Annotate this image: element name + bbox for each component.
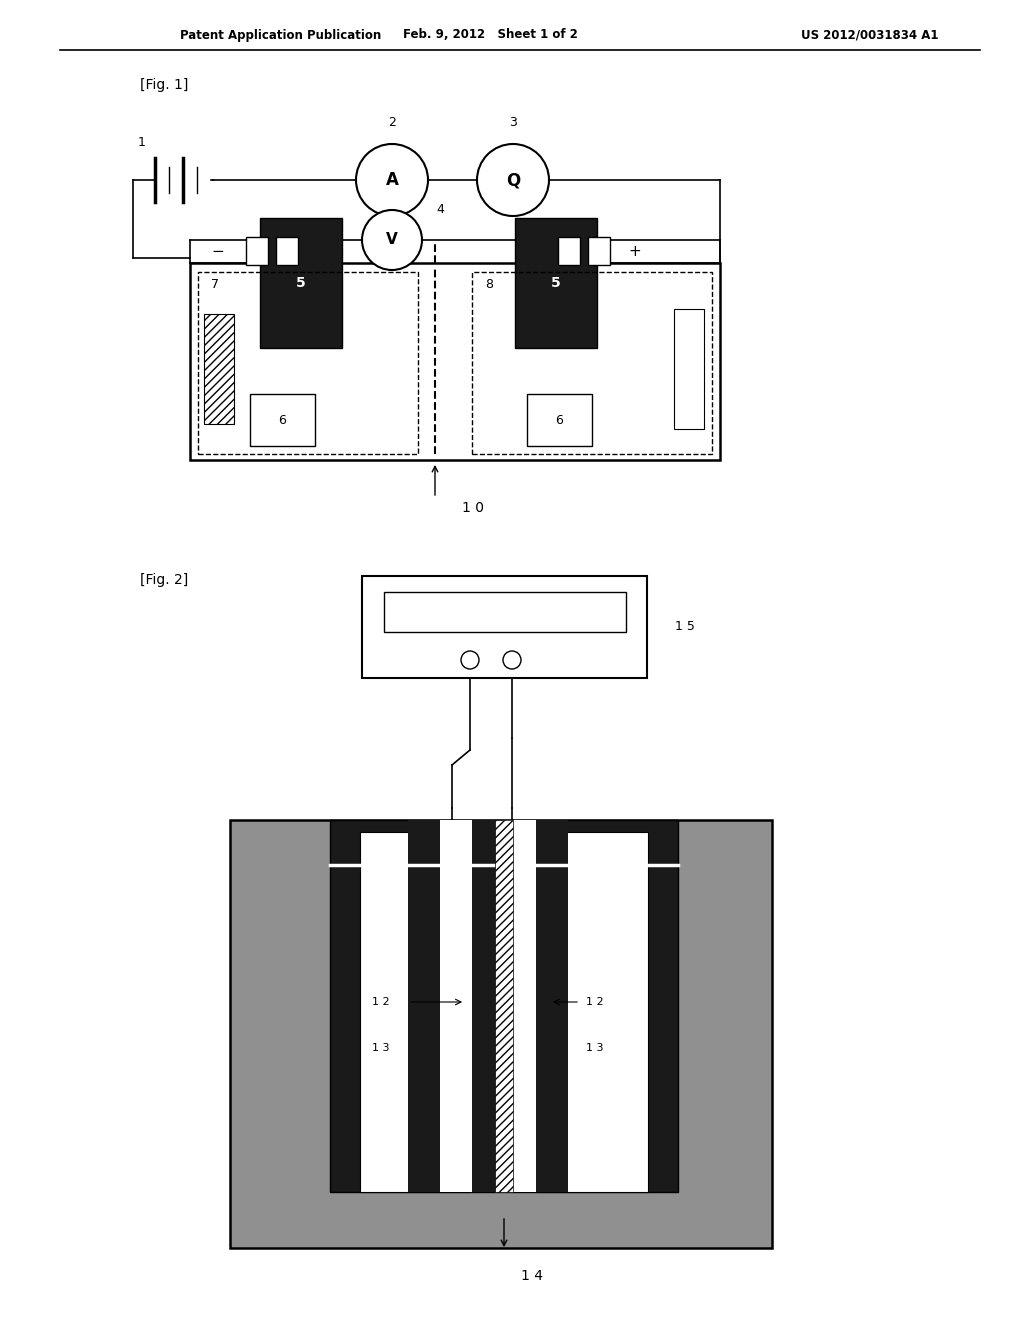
Bar (408, 820, 440, 1192)
Bar (190, 263, 720, 459)
Circle shape (477, 144, 549, 216)
Text: A: A (386, 172, 398, 189)
Bar (260, 218, 342, 348)
Text: Q: Q (506, 172, 520, 189)
Text: US 2012/0031834 A1: US 2012/0031834 A1 (801, 29, 939, 41)
Bar (538, 832, 648, 1192)
Circle shape (356, 144, 428, 216)
Text: 4: 4 (436, 203, 444, 216)
Bar (536, 820, 568, 1192)
Text: 6: 6 (556, 413, 563, 426)
Text: [Fig. 2]: [Fig. 2] (140, 573, 188, 587)
Text: 1 3: 1 3 (372, 1043, 389, 1053)
Text: 1 2: 1 2 (372, 997, 389, 1007)
Text: −: − (212, 243, 224, 259)
Text: Patent Application Publication: Patent Application Publication (180, 29, 381, 41)
Bar (515, 218, 597, 348)
Bar (527, 393, 592, 446)
Text: +: + (629, 243, 641, 259)
Bar (558, 238, 580, 265)
Text: 1: 1 (138, 136, 146, 149)
Circle shape (461, 651, 479, 669)
Bar (504, 820, 536, 1192)
Bar (204, 314, 234, 424)
Bar (200, 275, 416, 451)
Bar (588, 238, 610, 265)
Text: Feb. 9, 2012   Sheet 1 of 2: Feb. 9, 2012 Sheet 1 of 2 (402, 29, 578, 41)
Text: 5: 5 (551, 276, 561, 290)
Bar (360, 832, 470, 1192)
Bar (474, 275, 710, 451)
Bar (230, 820, 772, 1247)
Bar (472, 820, 504, 1192)
Text: 2: 2 (388, 116, 396, 128)
Text: V: V (386, 232, 398, 248)
Circle shape (503, 651, 521, 669)
Text: 6: 6 (279, 413, 287, 426)
Text: 1 4: 1 4 (521, 1269, 543, 1283)
Bar (330, 820, 678, 1192)
Bar (440, 820, 472, 1192)
Text: 7: 7 (211, 279, 219, 292)
Text: 1 2: 1 2 (586, 997, 603, 1007)
Bar (384, 591, 626, 632)
Text: 5: 5 (296, 276, 306, 290)
Bar (495, 820, 513, 1192)
Text: [Fig. 1]: [Fig. 1] (140, 78, 188, 92)
Bar (246, 238, 268, 265)
Text: 1 0: 1 0 (462, 502, 484, 515)
Circle shape (362, 210, 422, 271)
Bar (276, 238, 298, 265)
Bar (362, 576, 647, 678)
Text: 1 5: 1 5 (675, 620, 695, 634)
Text: 1 3: 1 3 (586, 1043, 603, 1053)
Text: 3: 3 (509, 116, 517, 128)
Text: 8: 8 (485, 279, 493, 292)
Bar (674, 309, 703, 429)
Bar (250, 393, 315, 446)
